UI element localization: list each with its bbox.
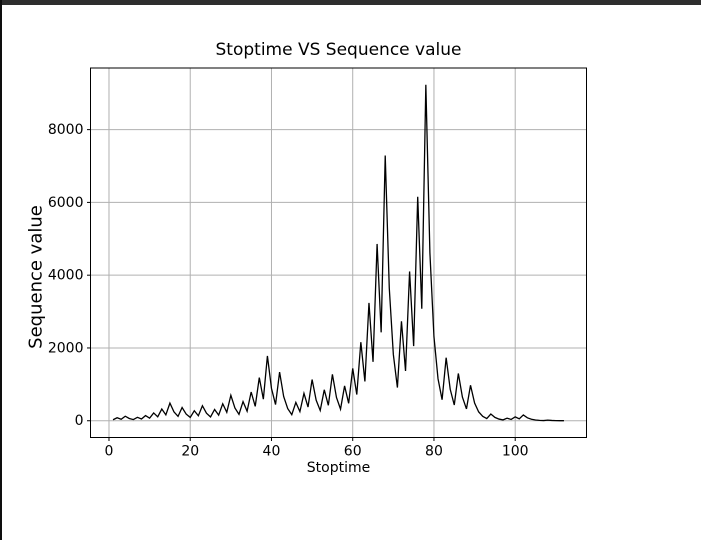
axes-spines <box>90 67 587 438</box>
window-top-border <box>0 0 701 5</box>
x-tick-label: 40 <box>263 444 281 460</box>
y-tick-label: 6000 <box>48 195 84 211</box>
y-axis-label: Sequence value <box>25 205 47 349</box>
y-tick-label: 0 <box>75 413 84 429</box>
y-tick-label: 8000 <box>48 122 84 138</box>
x-tick-label: 80 <box>425 444 443 460</box>
x-tick-label: 60 <box>344 444 362 460</box>
x-axis-label: Stoptime <box>306 460 371 476</box>
x-tick-label: 100 <box>502 444 529 460</box>
x-tick-label: 20 <box>181 444 199 460</box>
y-tick-label: 2000 <box>48 340 84 356</box>
axes-background <box>90 68 587 438</box>
data-line <box>112 84 564 422</box>
window-left-border <box>0 0 2 540</box>
x-tick-label: 0 <box>105 444 114 460</box>
chart-title: Stoptime VS Sequence value <box>215 40 462 60</box>
y-tick-label: 4000 <box>48 268 84 284</box>
